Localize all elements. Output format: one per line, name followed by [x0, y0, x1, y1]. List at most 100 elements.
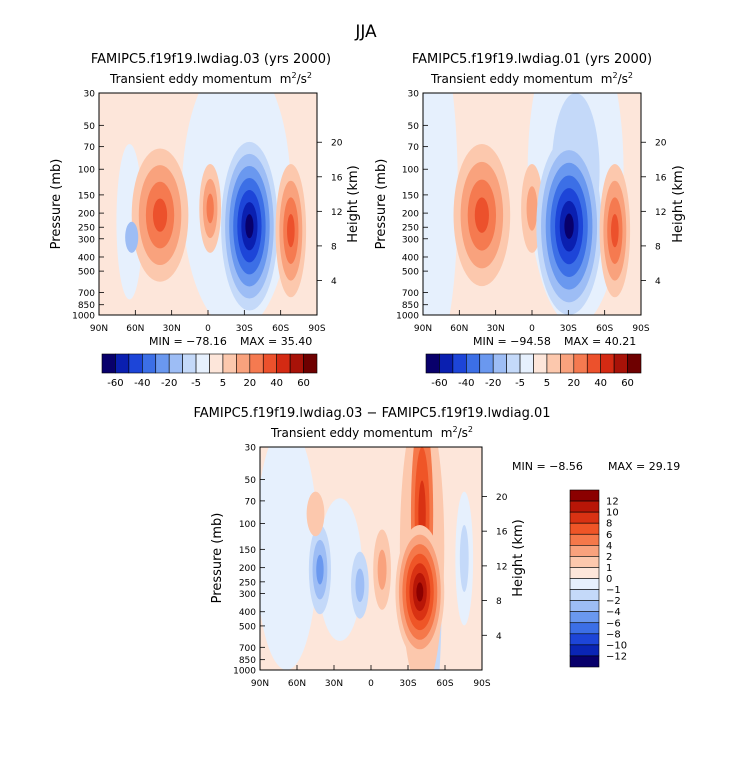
colorbar-label: −10 [606, 640, 627, 651]
colorbar-swatch [569, 567, 600, 579]
colorbar-label: 40 [594, 378, 607, 389]
panel-3-min-label: MIN = −8.56 [512, 460, 583, 473]
y2-tick-label: 20 [655, 139, 667, 149]
colorbar-swatch [560, 353, 575, 374]
y-tick-label: 30 [245, 444, 257, 454]
x-tick-label: 90S [473, 679, 490, 689]
panel-1-field [99, 93, 317, 315]
y-tick-label: 200 [239, 564, 256, 574]
x-tick-label: 90N [251, 679, 269, 689]
panel-2-field [423, 93, 641, 315]
panel-2: FAMIPC5.f19f19.lwdiag.01 (yrs 2000) Tran… [374, 52, 686, 389]
panel-3-y2label: Height (km) [511, 519, 526, 596]
colorbar-label: -20 [161, 378, 177, 389]
y-tick-label: 50 [84, 122, 96, 132]
colorbar-swatch [209, 353, 224, 374]
colorbar-swatch [627, 353, 642, 374]
colorbar-label: -5 [515, 378, 525, 389]
colorbar-swatch [101, 353, 116, 374]
y2-tick-label: 16 [655, 173, 667, 183]
panel-3-field [260, 447, 482, 670]
y-tick-label: 300 [239, 590, 256, 600]
y2-tick-label: 8 [496, 597, 502, 607]
y-tick-label: 150 [239, 546, 256, 556]
colorbar-swatch [425, 353, 440, 374]
x-tick-label: 90S [632, 324, 649, 334]
colorbar-label: 1 [606, 563, 612, 574]
y-tick-label: 30 [84, 90, 96, 100]
colorbar-swatch [600, 353, 615, 374]
panel-3-subtitle: Transient eddy momentum m2/s2 [270, 425, 473, 440]
y-tick-label: 150 [402, 191, 419, 201]
colorbar-label: 12 [606, 497, 619, 508]
y-tick-label: 500 [78, 268, 95, 278]
panel-2-min-label: MIN = −94.58 [473, 335, 551, 348]
colorbar-label: -5 [191, 378, 201, 389]
y-tick-label: 700 [402, 289, 419, 299]
y-tick-label: 850 [78, 301, 95, 311]
x-tick-label: 0 [205, 324, 211, 334]
contour-shading [287, 213, 295, 248]
colorbar-label: 20 [243, 378, 256, 389]
colorbar-swatch [569, 511, 600, 524]
panel-2-ylabel: Pressure (mb) [374, 159, 389, 250]
x-tick-label: 90S [308, 324, 325, 334]
colorbar-swatch [492, 353, 507, 374]
colorbar-swatch [569, 589, 600, 601]
colorbar-label: -60 [431, 378, 447, 389]
colorbar-swatch [569, 489, 600, 502]
contour-shading [260, 447, 318, 670]
colorbar-swatch [569, 611, 600, 624]
colorbar-swatch [569, 522, 600, 535]
x-tick-label: 60S [436, 679, 453, 689]
colorbar-swatch [506, 353, 521, 374]
x-tick-label: 30S [560, 324, 577, 334]
y-tick-label: 70 [408, 143, 420, 153]
panel-1-subtitle: Transient eddy momentum m2/s2 [109, 71, 312, 86]
colorbar-label: -40 [134, 378, 150, 389]
colorbar-swatch [195, 353, 210, 374]
colorbar-swatch [222, 353, 237, 374]
colorbar-swatch [573, 353, 588, 374]
colorbar-label: 60 [621, 378, 634, 389]
colorbar-label: -20 [485, 378, 501, 389]
y-tick-label: 50 [245, 476, 257, 486]
colorbar-swatch [236, 353, 251, 374]
colorbar-label: 2 [606, 552, 612, 563]
panel-2-max-label: MAX = 40.21 [564, 335, 636, 348]
colorbar-swatch [466, 353, 481, 374]
colorbar-swatch [479, 353, 494, 374]
contour-shading [152, 198, 168, 232]
contour-shading [377, 549, 387, 590]
x-tick-label: 60N [450, 324, 468, 334]
colorbar-swatch [128, 353, 143, 374]
colorbar-label: −4 [606, 607, 621, 618]
colorbar-swatch [569, 545, 600, 557]
y-tick-label: 150 [78, 191, 95, 201]
colorbar-swatch [569, 578, 600, 590]
panel-1-max-label: MAX = 35.40 [240, 335, 312, 348]
panel-1: FAMIPC5.f19f19.lwdiag.03 (yrs 2000) Tran… [49, 52, 361, 389]
y-tick-label: 400 [402, 253, 419, 263]
contour-shading [245, 214, 254, 239]
colorbar-swatch [155, 353, 170, 374]
x-tick-label: 60S [596, 324, 613, 334]
colorbar-swatch [303, 353, 318, 374]
colorbar-label: 6 [606, 530, 612, 541]
y2-tick-label: 8 [331, 242, 337, 252]
panel-1-min-label: MIN = −78.16 [149, 335, 227, 348]
x-tick-label: 30N [163, 324, 181, 334]
colorbar-swatch [569, 644, 600, 657]
colorbar-swatch [142, 353, 157, 374]
contour-shading [474, 197, 489, 233]
colorbar-label: 5 [544, 378, 550, 389]
y2-tick-label: 12 [496, 562, 507, 572]
y-tick-label: 500 [402, 268, 419, 278]
panel-3-max-label: MAX = 29.19 [608, 460, 680, 473]
y-tick-label: 1000 [396, 312, 419, 322]
colorbar-swatch [569, 556, 600, 568]
panel-1-colorbar: -60 -40 -20 -5 5 20 40 60 [101, 353, 318, 389]
colorbar-label: 4 [606, 541, 612, 552]
colorbar-label: 10 [606, 508, 619, 519]
